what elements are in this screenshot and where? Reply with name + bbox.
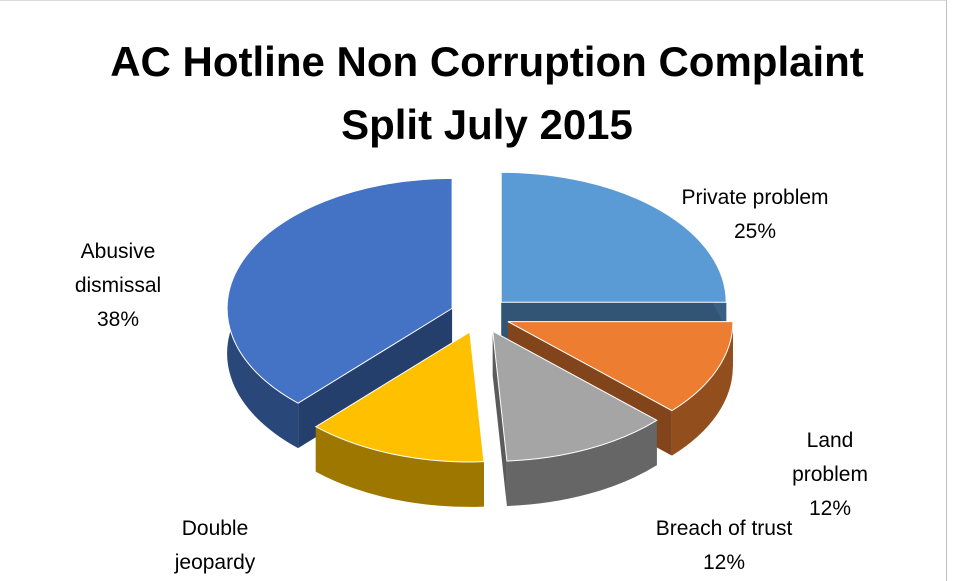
slice <box>507 321 734 412</box>
slice-side <box>298 308 453 449</box>
slice-wall <box>671 321 733 456</box>
slice-label: Breach of trust <box>655 517 793 540</box>
chart-title: AC Hotline Non Corruption Complaint Spli… <box>110 38 864 148</box>
slice <box>314 331 485 463</box>
slice-label: Land problem <box>792 429 868 486</box>
value-label: 38% <box>96 308 140 331</box>
slice <box>500 171 727 303</box>
slice-label: Double jeopardy <box>174 517 256 574</box>
value-label: 25% <box>733 220 777 243</box>
value-label: 12% <box>808 497 852 520</box>
slice-wall <box>315 426 484 507</box>
value-label: 12% <box>702 551 746 574</box>
slice <box>492 330 658 462</box>
slice-wall <box>506 420 657 507</box>
slice <box>226 177 453 404</box>
slice-label: Private problem <box>681 186 829 209</box>
slice-side <box>492 331 507 507</box>
slice-label: Abusive dismissal <box>74 240 162 297</box>
